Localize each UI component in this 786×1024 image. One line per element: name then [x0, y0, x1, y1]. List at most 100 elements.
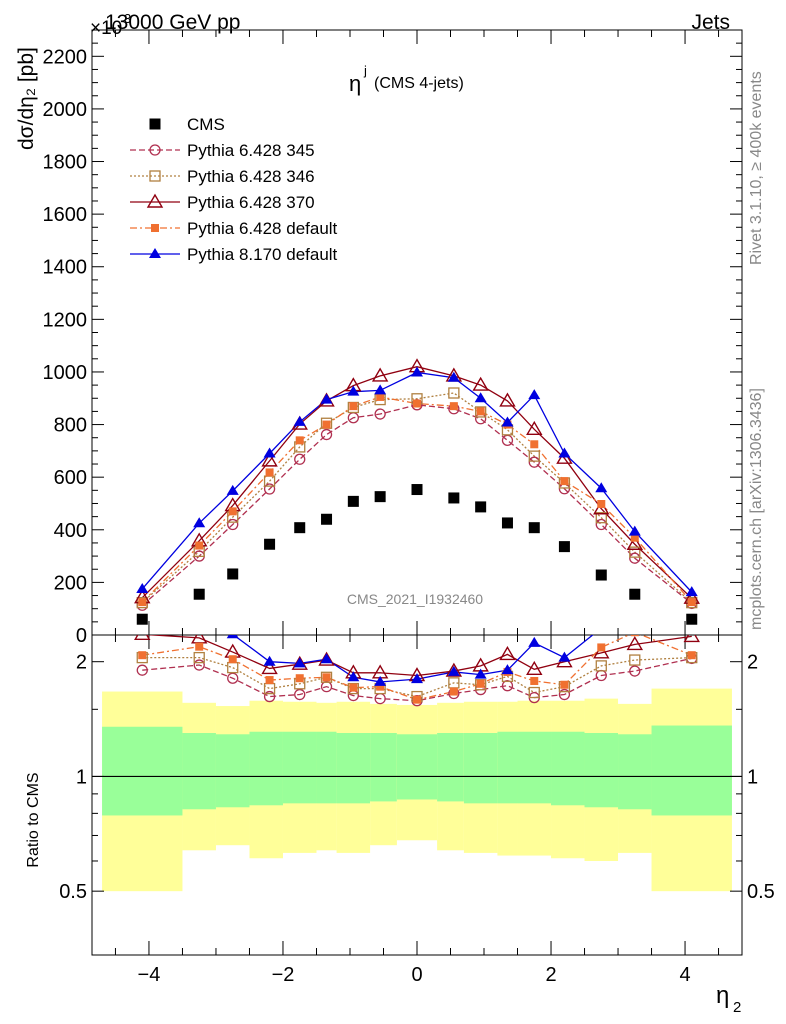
ratio-point-p346: [595, 660, 607, 672]
point-p6def: [597, 500, 606, 509]
x-tick-label: 0: [411, 964, 422, 986]
ratio-point-p8def: [474, 668, 487, 679]
band-inner: [584, 733, 619, 808]
point-p8def: [628, 525, 641, 536]
y-tick-label: 1000: [43, 362, 88, 384]
point-p345: [501, 434, 514, 446]
ratio-point-p6def: [476, 679, 485, 688]
band-inner: [282, 731, 317, 804]
point-cms: [411, 484, 423, 496]
y-axis-label-bottom: Ratio to CMS: [25, 772, 42, 867]
ratio-y-tick-label-right: 2: [747, 652, 758, 674]
point-cms: [475, 501, 487, 513]
ratio-point-p8def: [193, 604, 205, 614]
series-line-p346: [141, 392, 693, 604]
point-p345: [595, 518, 607, 531]
y-tick-label: 600: [54, 467, 87, 489]
point-p346: [629, 546, 641, 558]
ratio-point-p345: [629, 665, 641, 677]
point-p8def: [136, 582, 149, 593]
point-cms: [374, 491, 386, 503]
exponent-multiplier: ×10: [90, 18, 122, 39]
y-tick-label: 200: [54, 572, 87, 594]
ratio-point-p370: [593, 644, 610, 659]
point-p346: [475, 406, 487, 418]
ratio-point-p345: [558, 688, 571, 701]
point-p8def: [501, 416, 514, 427]
ratio-point-p6def: [687, 651, 696, 660]
ratio-point-p370: [683, 635, 700, 643]
plot-title-sup: j: [363, 63, 367, 78]
ratio-point-p346: [528, 686, 540, 699]
ratio-point-p346: [193, 651, 205, 664]
ratio-point-p345: [136, 664, 148, 676]
legend-marker-p346: [149, 170, 161, 182]
top-markers: [134, 358, 700, 625]
point-p370: [526, 420, 543, 435]
point-p346: [528, 450, 540, 462]
point-cms: [347, 495, 359, 507]
y-axis-label-top: dσ/dη₂ [pb]: [15, 47, 38, 150]
ratio-point-p8def: [528, 636, 541, 647]
point-p345: [629, 552, 641, 564]
y-tick-label: 2000: [43, 99, 88, 121]
point-p6def: [228, 507, 237, 516]
ratio-point-p8def: [320, 653, 333, 664]
band-inner: [651, 725, 732, 816]
point-cms: [629, 588, 641, 600]
point-p6def: [295, 436, 304, 445]
point-p8def: [293, 415, 306, 426]
point-cms: [686, 613, 698, 625]
point-p6def: [265, 468, 274, 477]
y-tick-label: 1200: [43, 309, 88, 331]
band-inner: [215, 734, 250, 808]
energy-label: 13000 GeV pp: [105, 11, 240, 34]
point-cms: [321, 513, 333, 525]
ratio-point-p8def: [595, 622, 607, 632]
legend-label-p8def: Pythia 8.170 default: [187, 245, 338, 264]
legend-marker-cms: [149, 118, 161, 130]
ratio-point-p8def: [447, 665, 460, 676]
point-p346: [595, 512, 607, 524]
ratio-point-p6def: [449, 687, 458, 696]
y-tick-label: 2200: [43, 46, 88, 68]
ratio-point-p8def: [226, 635, 239, 639]
point-p8def: [193, 517, 206, 528]
ratio-point-p6def: [195, 642, 204, 651]
ratio-point-p8def: [629, 616, 641, 626]
point-p370: [626, 535, 644, 550]
legend-marker-p345: [149, 144, 161, 156]
ratio-point-p8def: [347, 671, 360, 682]
point-p370: [499, 392, 516, 407]
band-inner: [618, 734, 652, 810]
ratio-point-p6def: [530, 676, 539, 685]
x-tick-label: −2: [272, 964, 295, 986]
ratio-point-p346: [475, 679, 487, 691]
ratio-point-p370: [526, 660, 543, 676]
point-cms: [595, 569, 607, 581]
ratio-point-p370: [318, 651, 335, 666]
point-p345: [528, 456, 540, 468]
x-tick-label: −4: [138, 964, 161, 986]
ratio-point-p6def: [376, 682, 385, 691]
mcplots-label: mcplots.cern.ch [arXiv:1306.3436]: [748, 388, 765, 630]
ratio-point-p8def: [501, 664, 514, 675]
point-p6def: [195, 541, 204, 550]
point-p346: [448, 387, 460, 399]
point-p6def: [687, 598, 696, 607]
point-p6def: [630, 533, 639, 542]
ratio-point-p370: [626, 636, 644, 651]
legend-label-p346: Pythia 6.428 346: [187, 167, 315, 186]
point-cms: [528, 522, 540, 534]
ratio-point-p8def: [374, 675, 387, 686]
ratio-point-p370: [190, 635, 208, 644]
point-p345: [320, 428, 333, 441]
ratio-y-tick-label-right: 0.5: [747, 881, 775, 903]
band-inner: [182, 733, 216, 810]
point-p345: [374, 408, 386, 420]
ratio-point-p8def: [558, 651, 571, 662]
band-inner: [102, 726, 183, 816]
band-inner: [336, 733, 371, 804]
x-axis-label-sub: 2: [733, 999, 741, 1016]
x-tick-label: 2: [545, 964, 556, 986]
